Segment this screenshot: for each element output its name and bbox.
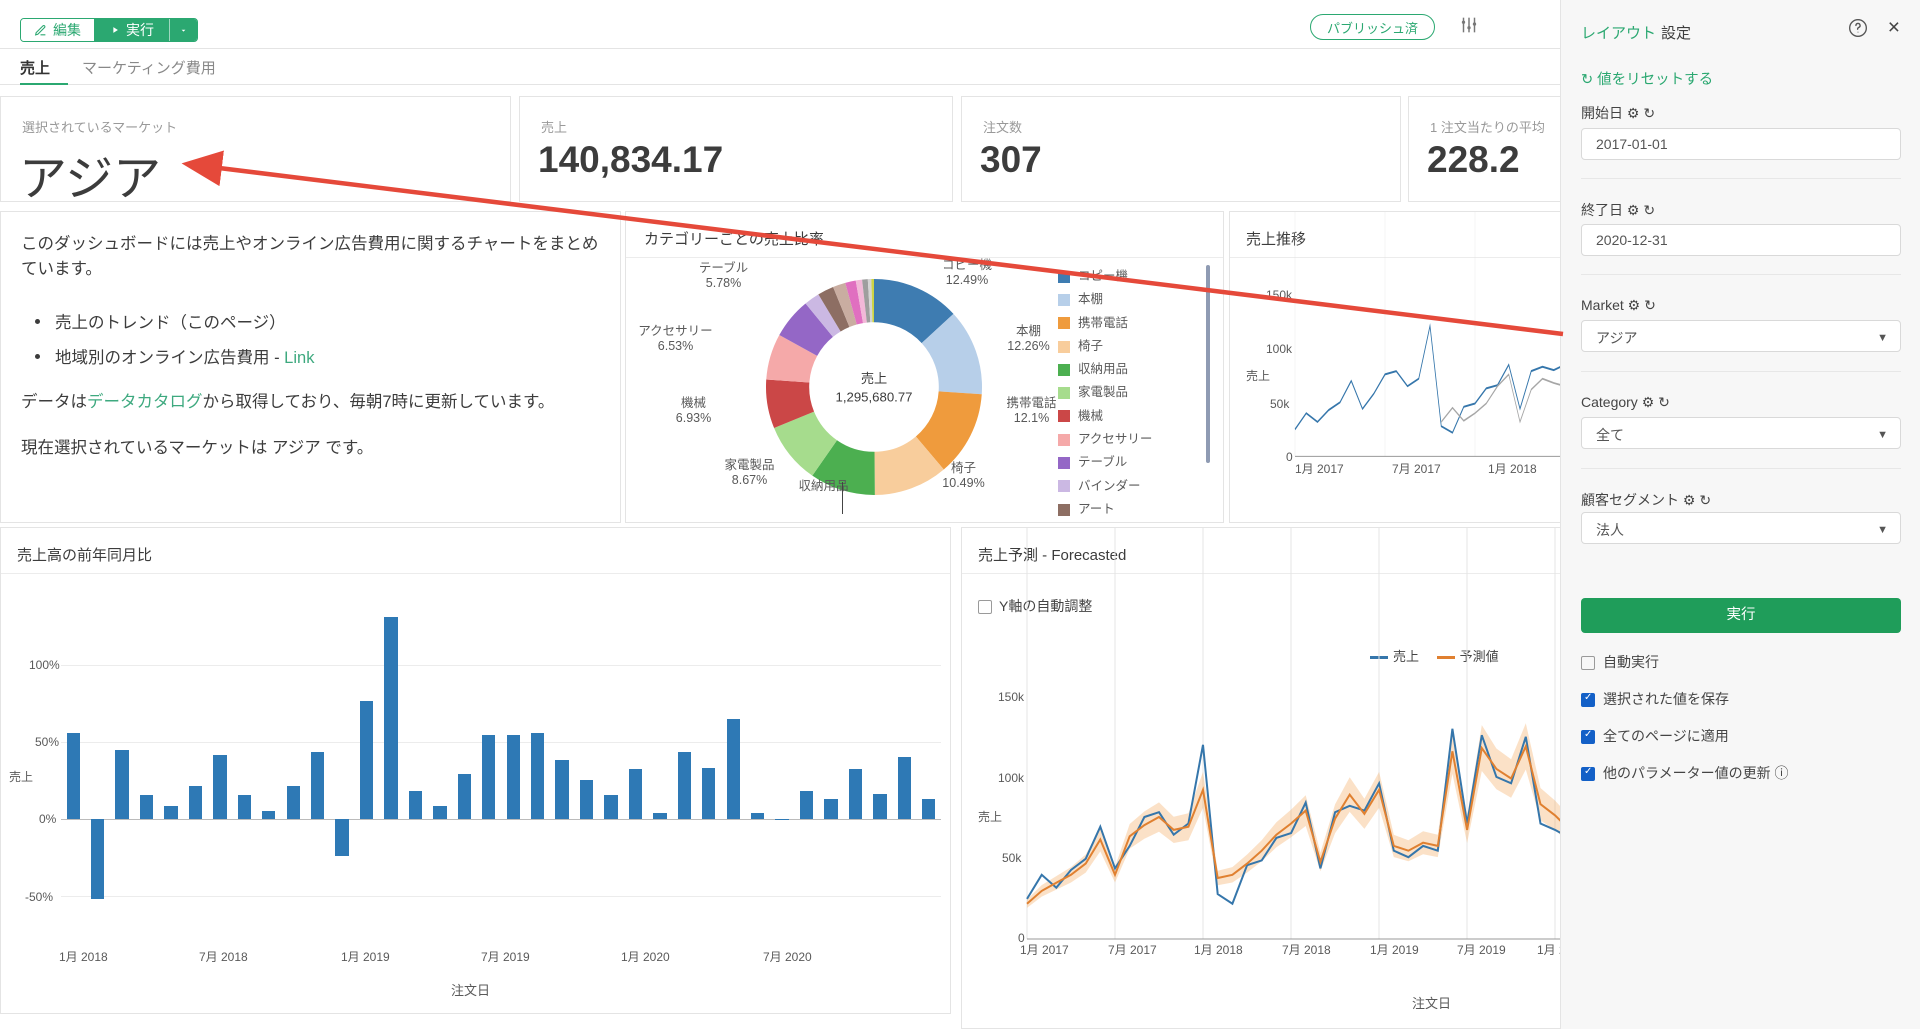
svg-text:1,295,680.77: 1,295,680.77	[835, 389, 912, 404]
svg-text:売上: 売上	[861, 371, 887, 386]
